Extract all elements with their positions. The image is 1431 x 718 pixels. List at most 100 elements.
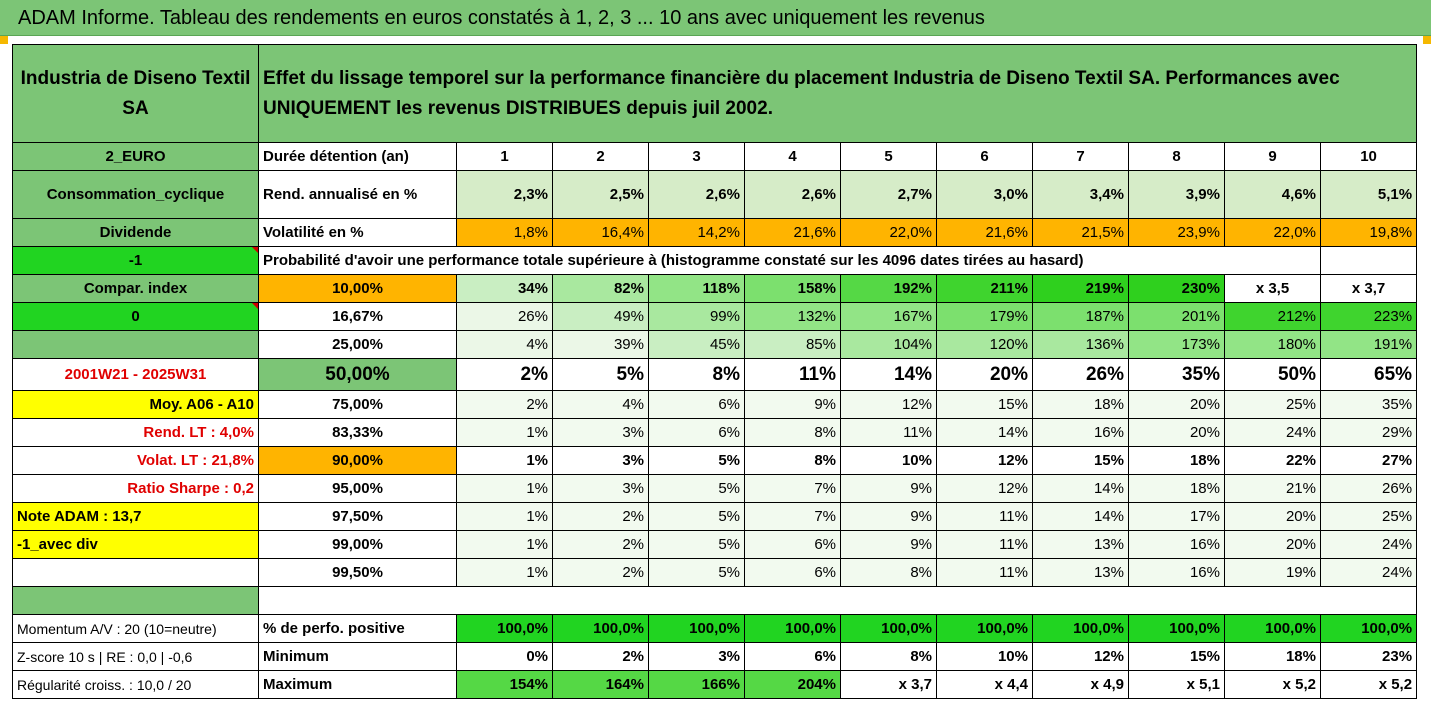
proba-value: 24% [1319, 558, 1418, 587]
proba-value: 26% [1319, 474, 1418, 503]
proba-value: 11% [840, 418, 937, 447]
proba-value: 223% [1319, 302, 1418, 331]
minimum-value: 15% [1128, 642, 1225, 671]
proba-value: 167% [840, 302, 937, 331]
proba-value: 191% [1319, 330, 1418, 359]
rend-value: 2,3% [456, 170, 553, 219]
proba-value: 9% [744, 390, 841, 419]
perfpos-value: 100,0% [456, 614, 553, 643]
proba-value: 22% [1224, 446, 1321, 475]
proba-value: 19% [1224, 558, 1321, 587]
proba-value: 11% [936, 502, 1033, 531]
proba-value: 179% [936, 302, 1033, 331]
minimum-value: 23% [1319, 642, 1418, 671]
proba-value: 1% [456, 558, 553, 587]
minus-one-cell[interactable]: -1 [12, 246, 259, 275]
volat-value: 19,8% [1319, 218, 1418, 247]
sector-label: Consommation_cyclique [12, 170, 259, 219]
side-zero[interactable]: 0 [12, 302, 259, 331]
side-zscore: Z-score 10 s | RE : 0,0 | -0,6 [12, 642, 259, 671]
proba-value: x 3,7 [1319, 274, 1418, 303]
proba-value: 13% [1032, 558, 1129, 587]
minimum-value: 0% [456, 642, 553, 671]
proba-value: 26% [1032, 358, 1129, 391]
proba-value: 17% [1128, 502, 1225, 531]
volat-value: 21,5% [1032, 218, 1129, 247]
proba-value: 27% [1319, 446, 1418, 475]
proba-value: 1% [456, 530, 553, 559]
proba-value: 18% [1128, 474, 1225, 503]
rend-value: 3,0% [936, 170, 1033, 219]
report-title: ADAM Informe. Tableau des rendements en … [0, 0, 1431, 36]
proba-value: 11% [936, 530, 1033, 559]
corner-marker-right [1423, 36, 1431, 44]
side-rend-lt: Rend. LT : 4,0% [12, 418, 259, 447]
proba-value: 65% [1319, 358, 1418, 391]
side-regularite: Régularité croiss. : 10,0 / 20 [12, 670, 259, 699]
side-blank [12, 558, 259, 587]
perfpos-value: 100,0% [1128, 614, 1225, 643]
proba-threshold: 99,00% [258, 530, 457, 559]
proba-value: 85% [744, 330, 841, 359]
year-header: 10 [1319, 142, 1418, 171]
proba-value: 25% [1224, 390, 1321, 419]
year-header: 2 [552, 142, 649, 171]
proba-value: 2% [552, 530, 649, 559]
proba-threshold: 25,00% [258, 330, 457, 359]
proba-value: 2% [552, 502, 649, 531]
side-avec-div: -1_avec div [12, 530, 259, 559]
proba-value: 6% [648, 418, 745, 447]
minimum-value: 18% [1224, 642, 1321, 671]
volat-value: 21,6% [744, 218, 841, 247]
side-momentum: Momentum A/V : 20 (10=neutre) [12, 614, 259, 643]
volat-value: 22,0% [1224, 218, 1321, 247]
side-sharpe: Ratio Sharpe : 0,2 [12, 474, 259, 503]
minimum-value: 12% [1032, 642, 1129, 671]
volat-value: 22,0% [840, 218, 937, 247]
proba-value: 20% [1224, 502, 1321, 531]
proba-value: 118% [648, 274, 745, 303]
proba-value: 18% [1128, 446, 1225, 475]
proba-value: 20% [936, 358, 1033, 391]
minimum-value: 10% [936, 642, 1033, 671]
side-moy: Moy. A06 - A10 [12, 390, 259, 419]
proba-value: 5% [648, 558, 745, 587]
proba-value: 24% [1319, 530, 1418, 559]
side-volat-lt: Volat. LT : 21,8% [12, 446, 259, 475]
rend-value: 2,6% [648, 170, 745, 219]
proba-value: 158% [744, 274, 841, 303]
proba-value: 211% [936, 274, 1033, 303]
proba-value: 5% [648, 474, 745, 503]
proba-value: 173% [1128, 330, 1225, 359]
minimum-value: 3% [648, 642, 745, 671]
currency-label: 2_EURO [12, 142, 259, 171]
proba-value: 10% [840, 446, 937, 475]
maximum-label: Maximum [258, 670, 457, 699]
proba-value: 14% [936, 418, 1033, 447]
proba-value: 1% [456, 446, 553, 475]
proba-value: 2% [456, 390, 553, 419]
proba-threshold: 97,50% [258, 502, 457, 531]
volat-value: 14,2% [648, 218, 745, 247]
proba-value: 219% [1032, 274, 1129, 303]
proba-value: 18% [1032, 390, 1129, 419]
maximum-value: 166% [648, 670, 745, 699]
proba-value: 132% [744, 302, 841, 331]
proba-value: 192% [840, 274, 937, 303]
proba-value: 20% [1128, 418, 1225, 447]
maximum-value: x 5,1 [1128, 670, 1225, 699]
performance-table: Industria de Diseno Textil SA Effet du l… [12, 44, 1418, 699]
perfpos-value: 100,0% [840, 614, 937, 643]
proba-value: 11% [744, 358, 841, 391]
proba-value: 20% [1128, 390, 1225, 419]
proba-value: 14% [840, 358, 937, 391]
proba-threshold: 99,50% [258, 558, 457, 587]
proba-value: 12% [936, 446, 1033, 475]
rend-value: 2,7% [840, 170, 937, 219]
perfpos-label: % de perfo. positive [258, 614, 457, 643]
proba-value: 35% [1128, 358, 1225, 391]
perfpos-value: 100,0% [1224, 614, 1321, 643]
side-period: 2001W21 - 2025W31 [12, 358, 259, 391]
proba-value: 39% [552, 330, 649, 359]
proba-value: 8% [744, 418, 841, 447]
